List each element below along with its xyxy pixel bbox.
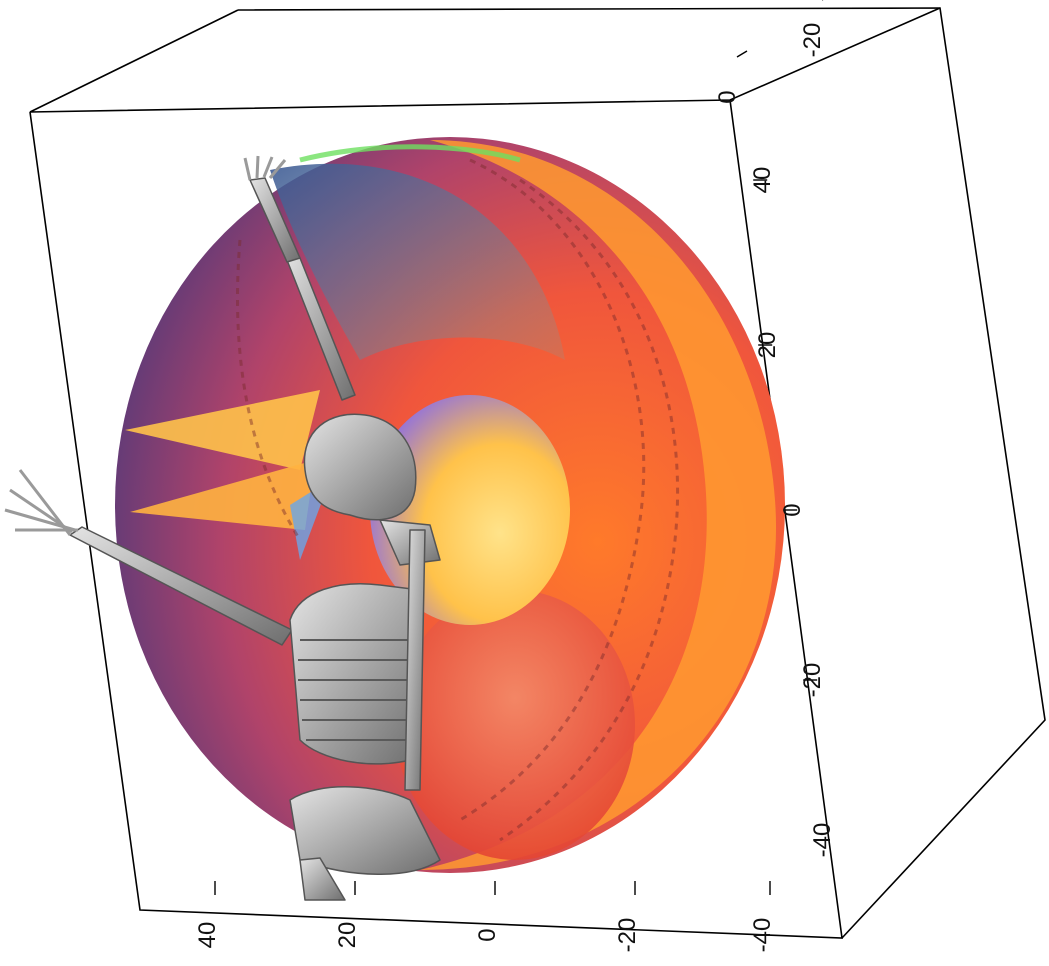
- bottom-axis-tick-label: 0: [474, 928, 501, 941]
- skeleton: [4, 155, 441, 901]
- right-axis-tick-label: -20: [799, 23, 826, 58]
- vertical-axis-tick-label: -40: [809, 823, 836, 858]
- bottom-axis: 40 20 0 -20 -40: [194, 881, 776, 952]
- vertical-axis: 40 20 0 -20 -40: [749, 167, 836, 858]
- fan-blade-lower: [130, 460, 315, 530]
- vertical-axis-tick-label: 40: [749, 167, 776, 194]
- right-axis-tick-label: 0: [714, 90, 741, 103]
- upper-hand: [243, 155, 287, 181]
- shell-surface: [115, 137, 785, 873]
- right-axis-tick-mark: [736, 50, 748, 58]
- bottom-axis-tick-label: -40: [749, 918, 776, 953]
- skull: [303, 413, 417, 521]
- femur: [299, 857, 346, 901]
- bottom-axis-tick-label: 20: [334, 922, 361, 949]
- blue-sheen: [270, 163, 565, 360]
- ribcage: [289, 583, 421, 765]
- pelvis: [289, 786, 441, 875]
- vertical-axis-tick-label: 0: [779, 503, 806, 516]
- vertical-axis-tick-label: -20: [799, 663, 826, 698]
- ribs: [298, 639, 415, 741]
- lower-shell: [395, 590, 635, 860]
- shell-ridges: [236, 158, 680, 842]
- green-edge: [299, 144, 521, 163]
- fan-blade-upper: [125, 390, 320, 470]
- right-axis: 0 -20: [714, 0, 826, 104]
- bottom-axis-tick-label: 40: [194, 922, 221, 949]
- bounding-box: [29, 7, 1046, 939]
- lower-hand: [4, 469, 78, 536]
- bottom-axis-tick-label: -20: [614, 918, 641, 953]
- vertical-axis-tick-label: 20: [754, 332, 781, 359]
- orange-outer-rim: [420, 140, 777, 870]
- forearm-bone: [249, 177, 301, 263]
- spine: [404, 529, 426, 791]
